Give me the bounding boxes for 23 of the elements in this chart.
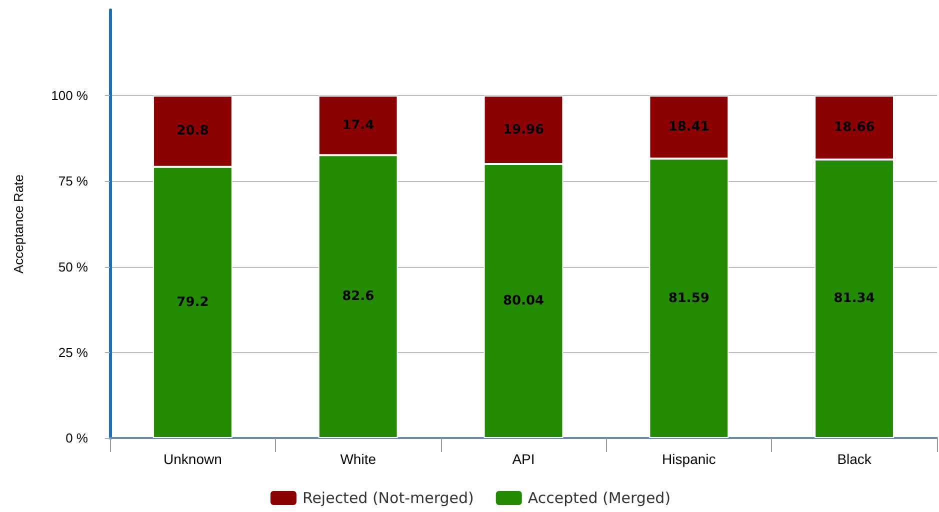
x-tick-label: Black (837, 451, 872, 467)
y-tick-label: 0 % (66, 430, 88, 446)
y-tick-label: 25 % (58, 344, 88, 360)
x-tick-label: Unknown (164, 451, 222, 467)
data-label: 82.6 (342, 289, 374, 304)
legend-label: Rejected (Not-merged) (302, 489, 474, 507)
x-tick-label: API (512, 451, 535, 467)
legend-label: Accepted (Merged) (528, 489, 671, 507)
x-tick-label: White (340, 451, 376, 467)
data-label: 81.34 (834, 291, 875, 306)
data-label: 20.8 (176, 124, 209, 139)
data-label: 18.66 (834, 120, 875, 136)
y-tick-label: 100 % (51, 88, 88, 104)
data-label: 17.4 (342, 118, 374, 133)
data-label: 79.2 (176, 294, 209, 310)
y-tick-label: 75 % (58, 174, 88, 189)
data-label: 19.96 (502, 122, 544, 138)
data-label: 18.41 (668, 120, 710, 135)
y-tick-label: 50 % (58, 259, 88, 274)
data-label: 80.04 (502, 293, 544, 308)
x-tick-label: Hispanic (662, 451, 716, 467)
data-label: 81.59 (668, 290, 710, 306)
y-axis-title: Acceptance Rate (11, 174, 26, 274)
